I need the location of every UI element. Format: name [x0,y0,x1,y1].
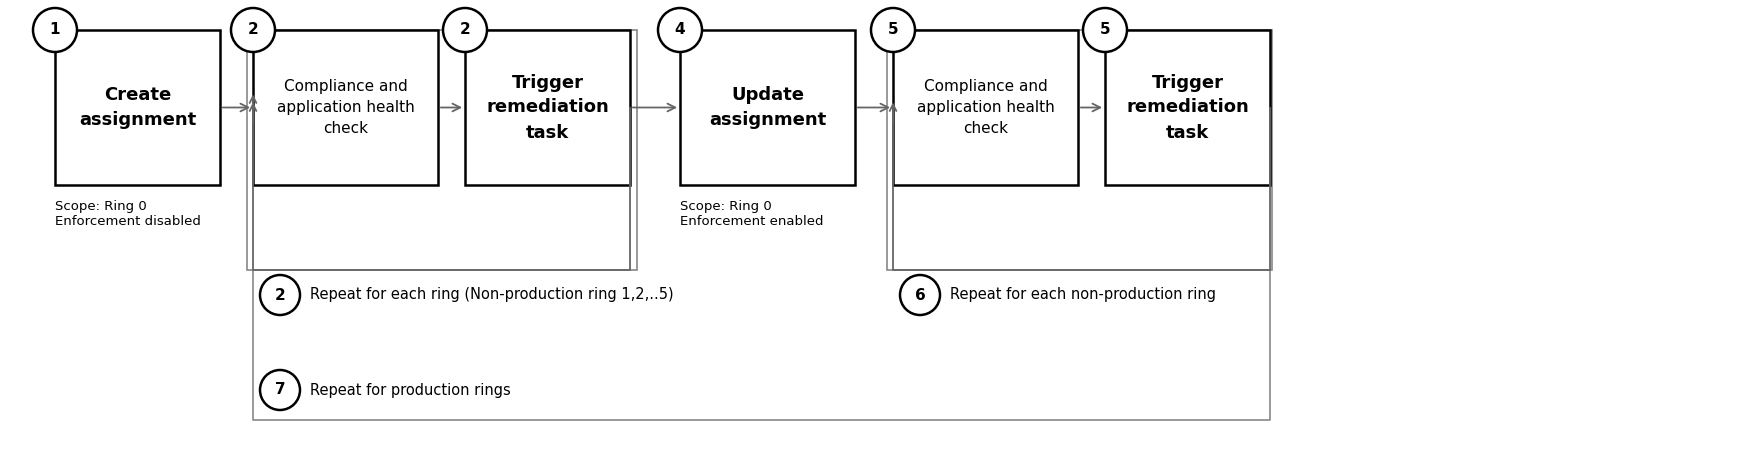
Text: 5: 5 [888,23,898,37]
Text: Repeat for production rings: Repeat for production rings [310,382,511,397]
Bar [248,30,637,270]
Circle shape [260,370,300,410]
Bar [253,30,438,185]
Text: Repeat for each non-production ring: Repeat for each non-production ring [950,287,1216,303]
Circle shape [33,8,77,52]
Text: 7: 7 [276,382,286,397]
Text: Repeat for each ring (Non-production ring 1,2,..5): Repeat for each ring (Non-production rin… [310,287,673,303]
Text: Compliance and
application health
check: Compliance and application health check [917,79,1055,136]
Text: 2: 2 [274,287,286,303]
Bar [680,30,855,185]
Text: Scope: Ring 0
Enforcement disabled: Scope: Ring 0 Enforcement disabled [56,200,201,228]
Text: Trigger
remediation
task: Trigger remediation task [1127,74,1249,142]
Text: 1: 1 [51,23,61,37]
Bar [1106,30,1270,185]
Circle shape [230,8,276,52]
Bar [56,30,220,185]
Circle shape [443,8,487,52]
Circle shape [870,8,916,52]
Circle shape [900,275,940,315]
Text: Create
assignment: Create assignment [78,86,195,129]
Circle shape [260,275,300,315]
Text: 4: 4 [675,23,685,37]
Text: 2: 2 [460,23,471,37]
Text: Update
assignment: Update assignment [708,86,827,129]
Text: 2: 2 [248,23,258,37]
Text: 6: 6 [914,287,926,303]
Bar [888,30,1271,270]
Bar [893,30,1078,185]
Circle shape [657,8,703,52]
Text: Scope: Ring 0
Enforcement enabled: Scope: Ring 0 Enforcement enabled [680,200,823,228]
Bar [466,30,630,185]
Circle shape [1083,8,1127,52]
Text: Compliance and
application health
check: Compliance and application health check [277,79,415,136]
Text: 5: 5 [1100,23,1111,37]
Text: Trigger
remediation
task: Trigger remediation task [487,74,609,142]
